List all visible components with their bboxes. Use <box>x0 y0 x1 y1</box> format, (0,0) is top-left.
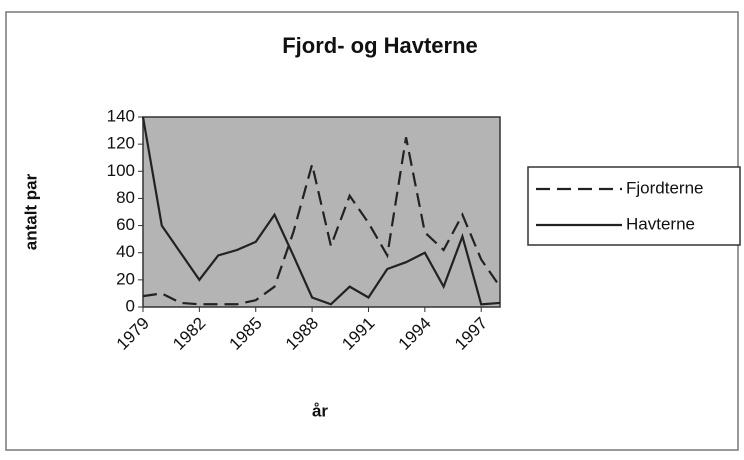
chart-title: Fjord- og Havterne <box>282 33 478 58</box>
legend-box <box>527 166 741 246</box>
legend-label: Havterne <box>626 214 695 233</box>
y-tick-label: 80 <box>116 188 135 207</box>
y-tick-label: 40 <box>116 242 135 261</box>
y-tick-label: 140 <box>107 106 135 125</box>
series-line <box>141 116 501 306</box>
legend-label: Fjordterne <box>626 178 703 197</box>
y-tick-label: 0 <box>126 296 135 315</box>
y-tick-label: 20 <box>116 269 135 288</box>
y-tick-label: 60 <box>116 215 135 234</box>
y-tick-label: 100 <box>107 161 135 180</box>
x-axis-label: år <box>312 401 328 420</box>
y-axis-label: antalt par <box>21 173 40 250</box>
y-tick-label: 120 <box>107 134 135 153</box>
